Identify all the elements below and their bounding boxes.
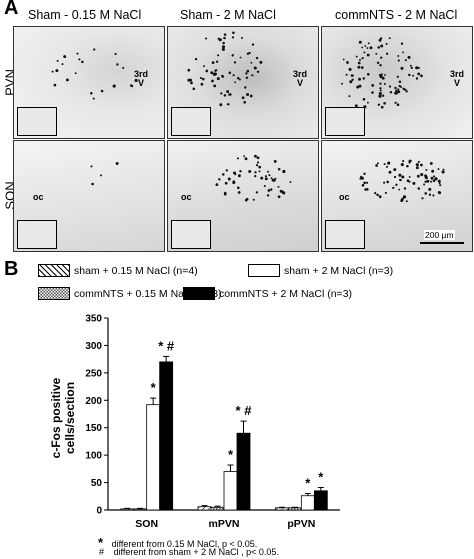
panel-b-letter: B [4, 258, 19, 280]
legend-swatch-black [183, 287, 215, 300]
oc-label: oc [339, 192, 350, 202]
footnote-text: different from 0.15 M NaCl, p < 0.05. [111, 539, 258, 549]
y-tick-label: 50 [91, 478, 103, 489]
bar [274, 507, 289, 511]
y-tick-label: 350 [85, 314, 102, 325]
column-title-sham-2m: Sham - 2 M NaCl [180, 8, 276, 22]
oc-label: oc [181, 192, 192, 202]
bar [146, 404, 161, 511]
x-tick-label: pPVN [287, 518, 315, 530]
x-tick-label: mPVN [209, 518, 240, 530]
y-tick-label: 0 [96, 506, 102, 517]
bar [223, 471, 238, 511]
legend-item-sham-015: sham + 0.15 M NaCl (n=4) [38, 264, 198, 277]
legend-swatch-checker [38, 287, 70, 300]
significance-marker: * [151, 380, 157, 395]
footnote-text: different from sham + 2 M NaCl , p< 0.05… [113, 547, 279, 557]
micrograph-pvn-sham-015 [13, 26, 165, 139]
inset-image [325, 220, 365, 249]
y-tick-label: 100 [85, 451, 102, 462]
significance-marker: * # [236, 403, 253, 418]
bar-chart: c-Fos positivecells/section 0 50 100 150 200… [49, 314, 340, 530]
bar [133, 508, 148, 511]
y-axis-label-line: c-Fos positive [49, 377, 63, 458]
scale-bar-label: 200 µm [424, 230, 455, 240]
ventricle-label: 3rd V [450, 69, 465, 88]
bar [210, 506, 225, 511]
ventricle-label: 3rd V [293, 69, 308, 88]
inset-image [17, 107, 57, 136]
bar [287, 507, 302, 511]
x-tick-label: SON [135, 518, 158, 530]
micrograph-son-commnts-2m [321, 140, 473, 252]
footnote-hash: # different from sham + 2 M NaCl , p< 0.… [99, 547, 279, 557]
legend-label: sham + 2 M NaCl (n=3) [284, 264, 394, 277]
inset-image [325, 107, 365, 136]
bar [300, 495, 315, 511]
footnote-symbol: # [99, 547, 105, 557]
inset-image [17, 220, 57, 249]
footnote-star: * different from 0.15 M NaCl, p < 0.05. [98, 535, 257, 550]
significance-marker: * [318, 470, 324, 485]
column-title-commnts-2m: commNTS - 2 M NaCl [335, 8, 458, 22]
significance-marker: * [305, 476, 311, 491]
legend-label: sham + 0.15 M NaCl (n=4) [74, 264, 198, 277]
column-title-sham-0.15: Sham - 0.15 M NaCl [28, 8, 142, 22]
y-axis-label-line: cells/section [63, 382, 77, 454]
inset-image [171, 107, 211, 136]
y-tick-label: 150 [85, 423, 102, 434]
inset-image [171, 220, 211, 249]
micrograph-son-sham-2m [167, 140, 319, 252]
significance-marker: * # [158, 338, 175, 353]
significance-marker: * [228, 447, 234, 462]
bar [159, 361, 174, 511]
panel-a-letter: A [4, 0, 19, 19]
y-tick-label: 300 [85, 341, 102, 352]
y-axis-label: c-Fos positivecells/section [49, 377, 77, 458]
legend-label: commNTS + 2 M NaCl (n=3) [219, 287, 353, 300]
oc-label: oc [33, 192, 44, 202]
legend-item-commnts-2m: commNTS + 2 M NaCl (n=3) [183, 287, 352, 300]
bar [197, 506, 212, 511]
micrograph-pvn-commnts-2m [321, 26, 473, 139]
legend-swatch-white [248, 264, 280, 277]
micrograph-son-sham-015 [13, 140, 165, 252]
y-tick-label: 250 [85, 368, 102, 379]
scale-bar [420, 242, 464, 244]
bar [313, 490, 328, 511]
ventricle-label: 3rd V [134, 69, 149, 88]
y-tick-label: 200 [85, 396, 102, 407]
footnote-symbol: * [98, 535, 104, 550]
legend-swatch-hatch [38, 264, 70, 277]
bar [120, 508, 135, 511]
legend-item-sham-2m: sham + 2 M NaCl (n=3) [248, 264, 393, 277]
bar [236, 432, 251, 511]
